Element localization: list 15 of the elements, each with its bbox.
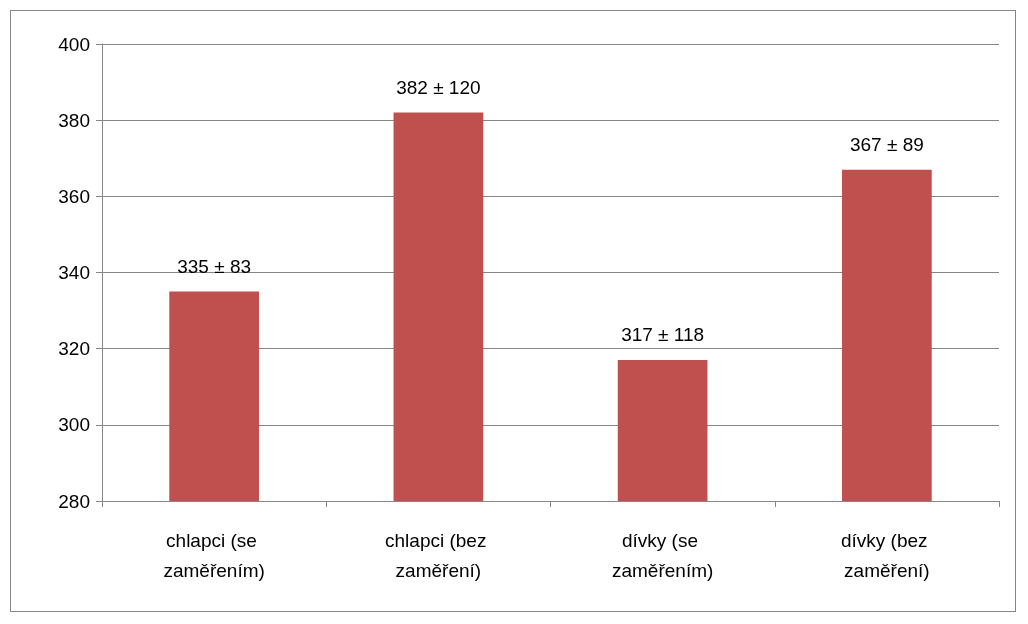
x-tick-label: chlapci (bez zaměření) — [385, 529, 492, 581]
y-tick-label: 300 — [58, 414, 90, 436]
y-tick-label: 380 — [58, 109, 90, 131]
y-tick-label: 340 — [58, 262, 90, 283]
data-label: 367 ± 89 — [849, 133, 924, 155]
y-tick-label: 320 — [58, 338, 90, 360]
y-tick-label: 280 — [58, 490, 90, 512]
data-label: 335 ± 83 — [177, 255, 252, 277]
y-tick-label: 360 — [58, 185, 90, 207]
data-label: 382 ± 120 — [396, 76, 481, 98]
data-label: 317 ± 118 — [621, 324, 705, 346]
x-tick-label: chlapci (se zaměřením) — [163, 529, 265, 581]
y-tick-label: 400 — [58, 33, 90, 55]
x-tick-label: dívky (bez zaměření) — [840, 529, 933, 581]
x-tick-label: dívky (se zaměřením) — [611, 529, 714, 581]
